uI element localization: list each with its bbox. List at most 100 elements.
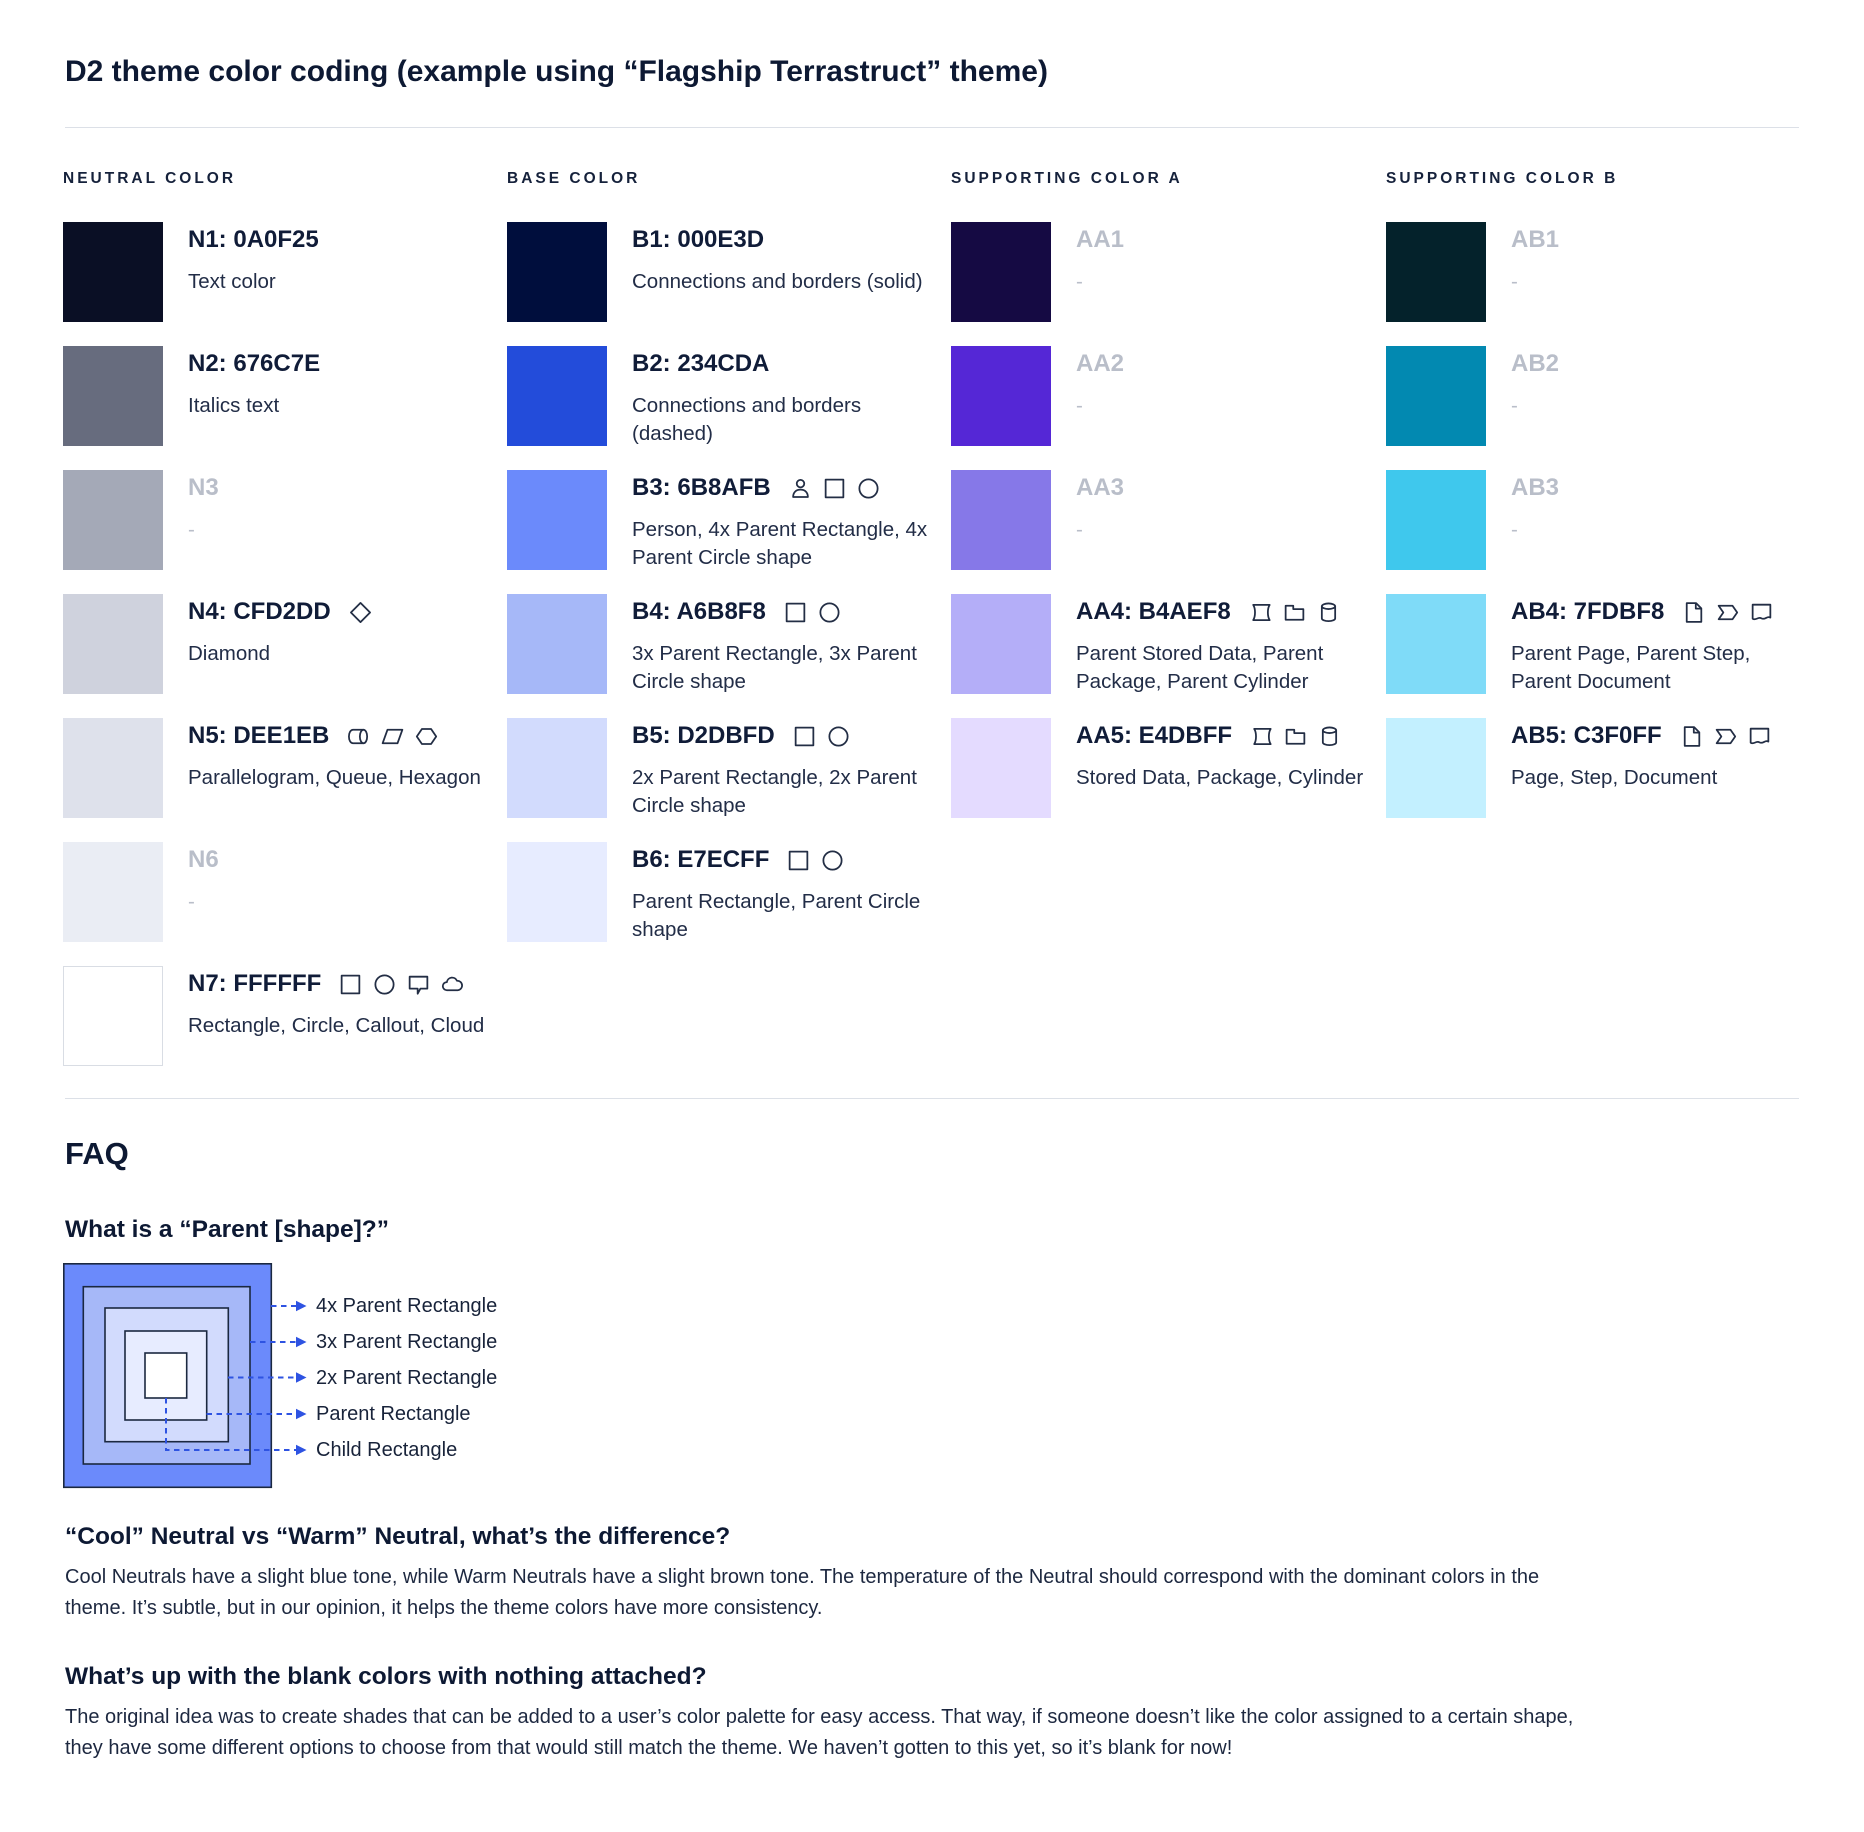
swatch-info: AB5: C3F0FF Page, Step, Document — [1511, 718, 1813, 792]
swatch-label-row: B5: D2DBFD — [632, 722, 934, 750]
swatch-label: N7: FFFFFF — [188, 970, 322, 997]
swatch-label-row: N3 — [188, 474, 490, 502]
palette-row-b4: B4: A6B8F8 3x Parent Rectangle, 3x Parent… — [507, 594, 934, 696]
arrow-icon — [296, 1300, 307, 1312]
palette-column-base-color: BASE COLOR B1: 000E3D Connections and bord… — [507, 170, 943, 942]
swatch-label: AA3 — [1076, 474, 1125, 501]
color-swatch-b6 — [507, 842, 607, 942]
swatch-description: 2x Parent Rectangle, 2x Parent Circle sh… — [632, 766, 917, 817]
color-swatch-b1 — [507, 222, 607, 322]
color-swatch-b2 — [507, 346, 607, 446]
diagram-label-3: Parent Rectangle — [316, 1403, 471, 1425]
swatch-description: Italics text — [188, 394, 280, 417]
arrow-icon — [296, 1336, 307, 1348]
swatch-description: Connections and borders (solid) — [632, 270, 923, 293]
swatch-description: Parallelogram, Queue, Hexagon — [188, 766, 481, 789]
swatch-label: AB2 — [1511, 350, 1560, 377]
swatch-info: N7: FFFFFF Rectangle, Circle, Callout, Cl… — [188, 966, 490, 1040]
swatch-description: - — [1511, 394, 1518, 417]
color-swatch-n6 — [63, 842, 163, 942]
swatch-description: Parent Stored Data, Parent Package, Pare… — [1076, 642, 1324, 693]
cylinder-icon — [1317, 724, 1342, 749]
swatch-info: AB1 - — [1511, 222, 1813, 296]
color-swatch-ab5 — [1386, 718, 1486, 818]
palette-row-aa1: AA1 - — [951, 222, 1378, 322]
palette-column-supporting-color-b: SUPPORTING COLOR B AB1 - AB2 - AB3 - AB4: 7FDBF… — [1386, 170, 1822, 818]
diagram-label-4: Child Rectangle — [316, 1439, 458, 1461]
swatch-info: AB3 - — [1511, 470, 1813, 544]
color-swatch-aa4 — [951, 594, 1051, 694]
faq-question-parent-shape: What is a “Parent [shape]?” — [65, 1216, 390, 1243]
arrow-icon — [296, 1372, 307, 1383]
swatch-label: B6: E7ECFF — [632, 846, 770, 873]
document-icon — [1749, 600, 1774, 625]
step-icon — [1713, 724, 1738, 749]
swatch-label-row: AA1 — [1076, 226, 1378, 254]
palette-row-ab4: AB4: 7FDBF8 Parent Page, Parent Step, Par… — [1386, 594, 1813, 696]
faq-answer-blank-colors: The original idea was to create shades t… — [65, 1706, 1574, 1759]
document-icon — [1747, 724, 1772, 749]
color-swatch-n7 — [63, 966, 163, 1066]
swatch-info: AA5: E4DBFF Stored Data, Package, Cylinde… — [1076, 718, 1378, 792]
palette-row-b5: B5: D2DBFD 2x Parent Rectangle, 2x Parent… — [507, 718, 934, 820]
swatch-label-row: B4: A6B8F8 — [632, 598, 934, 626]
palette-row-n3: N3 - — [63, 470, 490, 570]
color-swatch-ab2 — [1386, 346, 1486, 446]
package-icon — [1282, 600, 1307, 625]
rectangle-icon — [822, 476, 847, 501]
swatch-label: AB3 — [1511, 474, 1560, 501]
color-swatch-ab1 — [1386, 222, 1486, 322]
faq-heading: FAQ — [65, 1136, 129, 1171]
swatch-description: - — [1511, 270, 1518, 293]
palette-row-ab1: AB1 - — [1386, 222, 1813, 322]
person-icon — [788, 476, 813, 501]
palette-row-b3: B3: 6B8AFB Person, 4x Parent Rectangle, 4… — [507, 470, 934, 572]
circle-icon — [372, 972, 397, 997]
palette-row-aa4: AA4: B4AEF8 Parent Stored Data, Parent Pa… — [951, 594, 1378, 696]
palette-column-supporting-color-a: SUPPORTING COLOR A AA1 - AA2 - AA3 - AA4: B4AEF… — [951, 170, 1387, 818]
swatch-label-row: AB3 — [1511, 474, 1813, 502]
swatch-info: B6: E7ECFF Parent Rectangle, Parent Circl… — [632, 842, 934, 944]
color-swatch-aa2 — [951, 346, 1051, 446]
swatch-description: Connections and borders (dashed) — [632, 394, 862, 445]
diagram-label-2: 2x Parent Rectangle — [316, 1366, 498, 1389]
faq-question-blank-colors: What’s up with the blank colors with not… — [65, 1663, 707, 1690]
swatch-description: Rectangle, Circle, Callout, Cloud — [188, 1014, 485, 1037]
rectangle-icon — [786, 848, 811, 873]
swatch-info: B3: 6B8AFB Person, 4x Parent Rectangle, 4… — [632, 470, 934, 572]
swatch-label-row: AA4: B4AEF8 — [1076, 598, 1378, 626]
swatch-label: B1: 000E3D — [632, 226, 765, 253]
swatch-label: N5: DEE1EB — [188, 722, 330, 749]
rectangle-icon — [338, 972, 363, 997]
swatch-label: N3 — [188, 474, 219, 501]
palette-row-n1: N1: 0A0F25 Text color — [63, 222, 490, 322]
color-swatch-n3 — [63, 470, 163, 570]
page-icon — [1681, 600, 1706, 625]
color-swatch-aa3 — [951, 470, 1051, 570]
swatch-label: N4: CFD2DD — [188, 598, 331, 625]
swatch-description: 3x Parent Rectangle, 3x Parent Circle sh… — [632, 642, 917, 693]
swatch-label: N6 — [188, 846, 219, 873]
swatch-label-row: N1: 0A0F25 — [188, 226, 490, 254]
swatch-label-row: N4: CFD2DD — [188, 598, 490, 626]
swatch-info: N4: CFD2DD Diamond — [188, 594, 490, 668]
rectangle-icon — [783, 600, 808, 625]
cylinder-icon — [1316, 600, 1341, 625]
color-swatch-b4 — [507, 594, 607, 694]
swatch-info: N6 - — [188, 842, 490, 916]
swatch-label: N2: 676C7E — [188, 350, 321, 377]
swatch-description: - — [1076, 394, 1083, 417]
swatch-description: Parent Page, Parent Step, Parent Documen… — [1511, 642, 1751, 693]
palette-row-ab5: AB5: C3F0FF Page, Step, Document — [1386, 718, 1813, 818]
column-header: SUPPORTING COLOR B — [1386, 170, 1619, 187]
swatch-label-row: B6: E7ECFF — [632, 846, 934, 874]
arrow-icon — [296, 1444, 307, 1456]
swatch-label-row: AA3 — [1076, 474, 1378, 502]
stored-data-icon — [1249, 724, 1274, 749]
swatch-label-row: N2: 676C7E — [188, 350, 490, 378]
step-icon — [1715, 600, 1740, 625]
parent-shape-diagram: 4x Parent Rectangle 3x Parent Rectangle 2x… — [63, 1263, 723, 1508]
stored-data-icon — [1248, 600, 1273, 625]
queue-icon — [346, 724, 371, 749]
swatch-label-row: AB2 — [1511, 350, 1813, 378]
